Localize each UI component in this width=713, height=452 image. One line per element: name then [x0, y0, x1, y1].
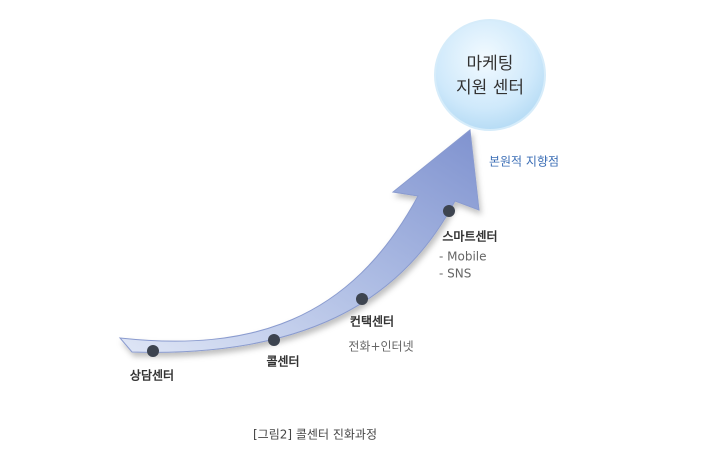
- stage-label: 상담센터: [130, 368, 174, 383]
- stage-label: 컨택센터: [350, 314, 394, 329]
- goal-note: 본원적 지향점: [489, 155, 559, 169]
- evolution-arrow: [118, 129, 480, 353]
- stage-detail: - Mobile: [439, 250, 487, 264]
- goal-line: 지원 센터: [456, 78, 524, 98]
- caption: [그림2] 콜센터 진화과정: [253, 428, 377, 442]
- stage-dot: [356, 293, 368, 305]
- stage-label: 스마트센터: [442, 229, 497, 244]
- stage-dot: [443, 205, 455, 217]
- stage-detail: 전화+인터넷: [348, 340, 413, 354]
- stage-dot: [268, 334, 280, 346]
- stage-detail: - SNS: [439, 267, 471, 281]
- stage-label: 콜센터: [266, 354, 299, 369]
- goal-circle: [434, 19, 546, 131]
- goal-line: 마케팅: [467, 54, 514, 74]
- stage-dot: [147, 345, 159, 357]
